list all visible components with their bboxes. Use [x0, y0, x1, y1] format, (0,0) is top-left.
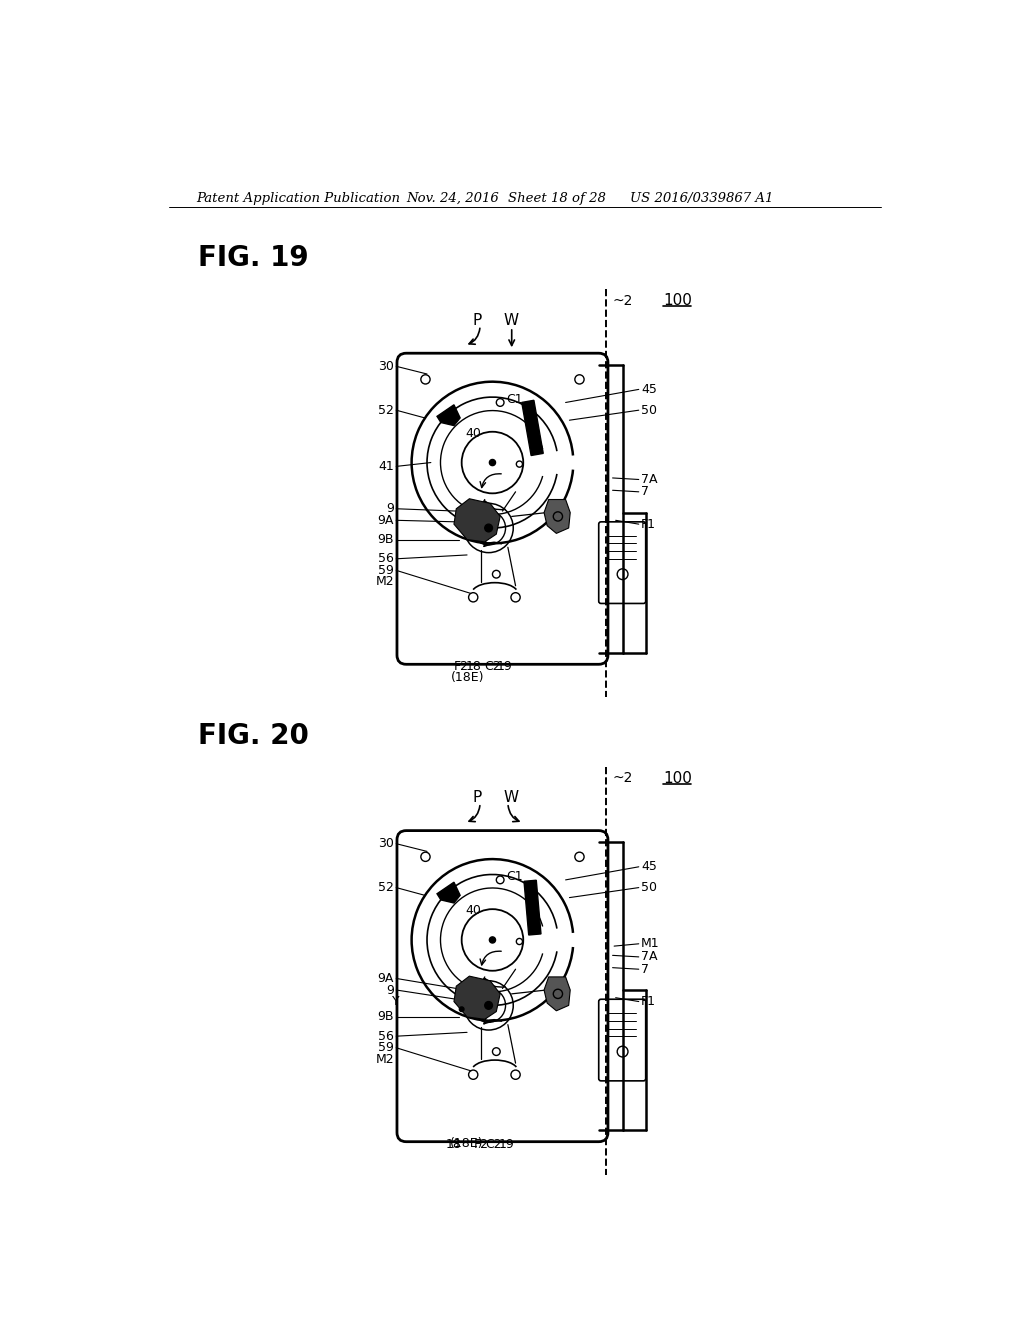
- Text: M2: M2: [375, 1053, 394, 1065]
- Text: Nov. 24, 2016: Nov. 24, 2016: [407, 191, 499, 205]
- Text: C2: C2: [485, 1138, 503, 1151]
- Circle shape: [484, 524, 493, 532]
- Text: 56: 56: [378, 552, 394, 565]
- Text: F1: F1: [641, 517, 656, 531]
- Text: FIG. 20: FIG. 20: [199, 722, 309, 750]
- Text: 19: 19: [499, 1138, 514, 1151]
- Text: F2: F2: [455, 660, 469, 673]
- Polygon shape: [524, 880, 541, 935]
- Polygon shape: [437, 882, 460, 903]
- Circle shape: [489, 937, 496, 942]
- Text: 18: 18: [446, 1138, 462, 1151]
- Polygon shape: [544, 977, 570, 1011]
- Text: Sheet 18 of 28: Sheet 18 of 28: [508, 191, 606, 205]
- Text: 52: 52: [378, 880, 394, 894]
- Text: W: W: [503, 313, 518, 327]
- Text: M1: M1: [641, 937, 659, 950]
- Text: Y: Y: [392, 995, 400, 1008]
- Text: 30: 30: [378, 360, 394, 372]
- Text: 7: 7: [641, 486, 649, 499]
- Text: F2: F2: [473, 1138, 488, 1151]
- Text: 19: 19: [497, 660, 513, 673]
- Text: ~2: ~2: [612, 771, 633, 785]
- Text: 9: 9: [386, 502, 394, 515]
- Text: 9: 9: [386, 983, 394, 997]
- Circle shape: [460, 1007, 464, 1011]
- Polygon shape: [522, 400, 544, 455]
- Text: 18: 18: [465, 660, 481, 673]
- Text: Patent Application Publication: Patent Application Publication: [196, 191, 400, 205]
- Text: 50: 50: [641, 404, 657, 417]
- Text: ~2: ~2: [612, 294, 633, 308]
- Text: 100: 100: [664, 771, 692, 785]
- Text: 59: 59: [378, 1041, 394, 1055]
- Text: P: P: [472, 789, 481, 805]
- Text: 40: 40: [466, 904, 481, 917]
- Text: 50: 50: [641, 880, 657, 894]
- Circle shape: [489, 459, 496, 466]
- Text: 45: 45: [641, 383, 657, 396]
- Polygon shape: [454, 499, 500, 543]
- Text: (18E): (18E): [450, 1138, 483, 1151]
- Polygon shape: [454, 977, 500, 1019]
- Text: 30: 30: [378, 837, 394, 850]
- Text: C1: C1: [506, 870, 523, 883]
- Text: P: P: [472, 313, 481, 327]
- Text: C2: C2: [484, 660, 501, 673]
- Text: 7: 7: [641, 962, 649, 975]
- Text: 7A: 7A: [641, 473, 657, 486]
- Text: C1: C1: [506, 393, 523, 407]
- Text: 41: 41: [378, 459, 394, 473]
- Text: 7A: 7A: [641, 950, 657, 964]
- Text: 40: 40: [466, 426, 481, 440]
- Text: 56: 56: [378, 1030, 394, 1043]
- Text: 9A: 9A: [378, 513, 394, 527]
- Text: US 2016/0339867 A1: US 2016/0339867 A1: [630, 191, 773, 205]
- Text: 100: 100: [664, 293, 692, 309]
- Text: FIG. 19: FIG. 19: [199, 244, 309, 272]
- Text: 59: 59: [378, 564, 394, 577]
- Text: 45: 45: [641, 861, 657, 874]
- Polygon shape: [437, 405, 460, 425]
- Text: 9B: 9B: [378, 533, 394, 546]
- Text: 52: 52: [378, 404, 394, 417]
- Text: W: W: [503, 789, 518, 805]
- Text: 9B: 9B: [378, 1010, 394, 1023]
- Polygon shape: [544, 499, 570, 533]
- Text: F1: F1: [641, 995, 656, 1008]
- Text: 9A: 9A: [378, 972, 394, 985]
- Text: M2: M2: [375, 576, 394, 589]
- Text: (18E): (18E): [451, 671, 484, 684]
- Circle shape: [484, 1002, 493, 1010]
